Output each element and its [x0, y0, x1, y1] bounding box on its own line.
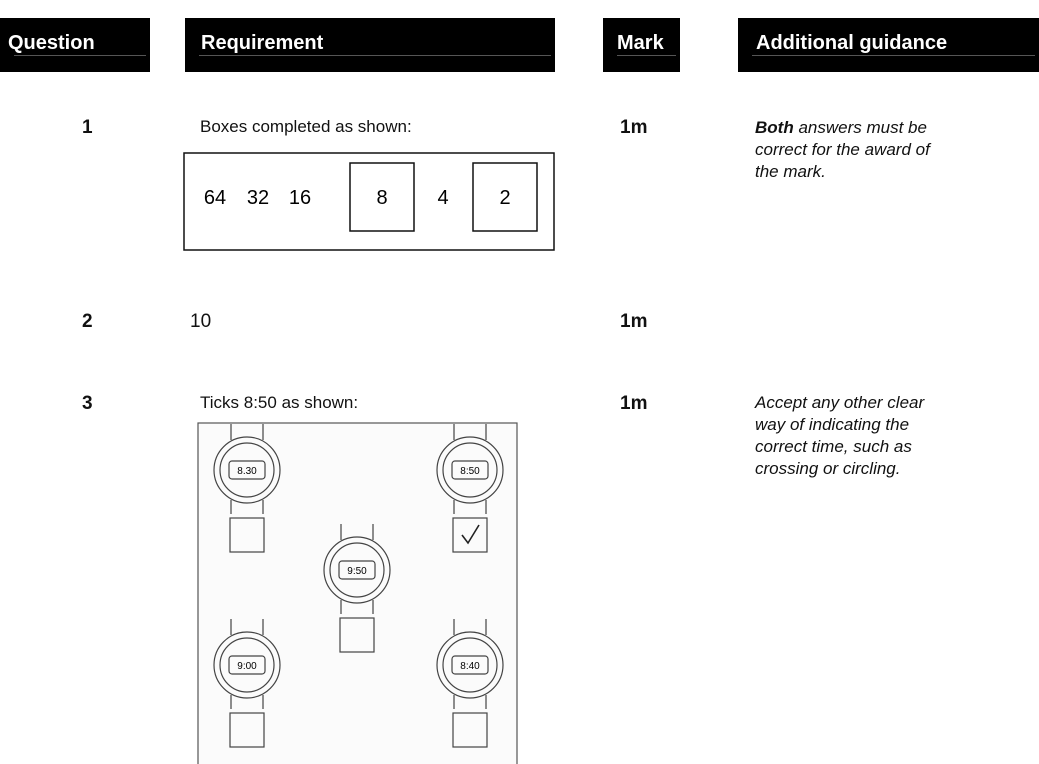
question-number: 3 [82, 393, 93, 414]
watch-time: 8.30 [237, 466, 257, 477]
requirement: Ticks 8:50 as shown: [200, 393, 359, 412]
strap [230, 424, 264, 514]
watch-bezel [219, 637, 275, 693]
guidance: Accept any other clear way of indicating… [755, 392, 924, 480]
watch-display [451, 460, 489, 480]
watch-bezel [329, 542, 385, 598]
answer-box [349, 162, 415, 232]
watch-bezel [442, 442, 498, 498]
watch: 9:50 [323, 524, 391, 653]
strap [453, 619, 487, 709]
checkbox [452, 517, 488, 553]
question-number: 2 [82, 311, 93, 332]
emphasis: Both [755, 118, 794, 137]
mark: 1m [620, 311, 648, 332]
watch-time: 9:50 [347, 566, 367, 577]
requirement: 10 [190, 311, 212, 332]
number: 8 [376, 187, 387, 209]
watch-case [323, 536, 391, 604]
watch-figure: 8.30 8:50 9:50 9:00 8:40 [197, 422, 518, 764]
watch-case [213, 436, 281, 504]
number: 2 [499, 187, 510, 209]
mark: 1m [620, 117, 648, 138]
guidance-line: correct for the award of [755, 140, 930, 159]
number: 16 [289, 187, 311, 209]
guidance-line: crossing or circling. [755, 459, 901, 478]
tick [461, 524, 480, 545]
requirement: Boxes completed as shown: [200, 117, 412, 136]
guidance-line: Both answers must be [755, 117, 930, 139]
guidance-line: way of indicating the [755, 415, 910, 434]
watch-case [436, 436, 504, 504]
sequence-figure: 64 32 16 8 4 2 [183, 152, 555, 251]
watch: 8:40 [436, 619, 504, 748]
checkbox [229, 712, 265, 748]
checkbox [229, 517, 265, 553]
watch-display [338, 560, 376, 580]
watch-display [228, 655, 266, 675]
question-number: 1 [82, 117, 93, 138]
watch: 8:50 [436, 424, 504, 553]
guidance: Both answers must be correct for the awa… [755, 117, 930, 183]
watch-time: 8:50 [460, 466, 480, 477]
strap [230, 619, 264, 709]
strap [340, 524, 374, 614]
strap [453, 424, 487, 514]
header-cell: Additional guidance [738, 18, 1039, 72]
header-cell: Question [0, 18, 150, 72]
number: 32 [247, 187, 269, 209]
number: 4 [437, 187, 448, 209]
guidance-line: correct time, such as [755, 437, 912, 456]
header-cell: Requirement [185, 18, 555, 72]
watch-time: 8:40 [460, 661, 480, 672]
watch-case [213, 631, 281, 699]
watch-display [451, 655, 489, 675]
watch: 9:00 [213, 619, 281, 748]
number: 64 [204, 187, 226, 209]
guidance-text: answers must be [798, 118, 927, 137]
watch: 8.30 [213, 424, 281, 553]
guidance-line: Accept any other clear [755, 393, 925, 412]
watch-time: 9:00 [237, 661, 257, 672]
watch-bezel [442, 637, 498, 693]
header-cell: Mark [603, 18, 680, 72]
watch-display [228, 460, 266, 480]
checkbox [339, 617, 375, 653]
guidance-line: the mark. [755, 162, 826, 181]
watch-bezel [219, 442, 275, 498]
answer-box [472, 162, 538, 232]
watch-case [436, 631, 504, 699]
outer-box [183, 152, 555, 251]
figure-border [197, 422, 518, 764]
checkbox [452, 712, 488, 748]
mark: 1m [620, 393, 648, 414]
